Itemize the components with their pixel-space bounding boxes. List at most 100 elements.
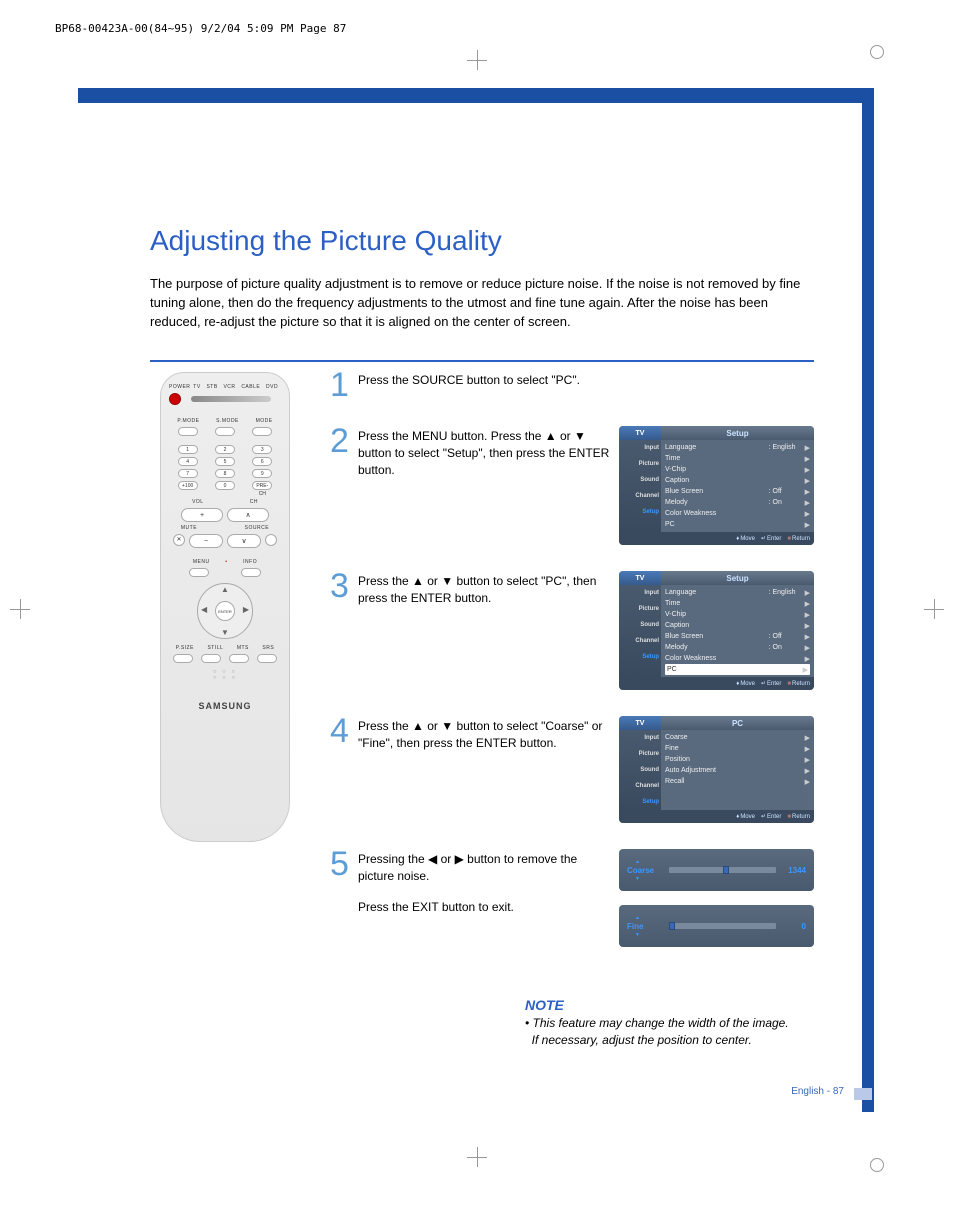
slider-track[interactable] xyxy=(669,923,776,929)
step-1: 1Press the SOURCE button to select "PC". xyxy=(330,362,814,419)
step-number: 5 xyxy=(330,849,358,961)
num-5-button[interactable]: 5 xyxy=(215,457,235,466)
source-button[interactable] xyxy=(265,534,277,546)
osd-sidebar-setup: Setup xyxy=(619,794,661,810)
num-+100-button[interactable]: +100 xyxy=(178,481,198,490)
osd-screen: TVSetupInputPictureSoundChannelSetupLang… xyxy=(619,426,814,545)
num-4-button[interactable]: 4 xyxy=(178,457,198,466)
power-button[interactable] xyxy=(169,393,181,405)
mts-button[interactable] xyxy=(229,654,249,663)
osd-sidebar-input: Input xyxy=(619,440,661,456)
osd-item: Melody: On▶ xyxy=(665,497,810,508)
osd-item: Caption▶ xyxy=(665,620,810,631)
num-9-button[interactable]: 9 xyxy=(252,469,272,478)
steps-area: POWERTVSTBVCRCABLEDVD P.MODES.MODEMODE 1… xyxy=(150,362,814,1049)
osd-tv-tab: TV xyxy=(619,716,661,730)
slider-thumb[interactable] xyxy=(723,866,729,874)
ch-down-button[interactable]: ∨ xyxy=(227,534,261,548)
page-number: English - 87 xyxy=(791,1086,844,1097)
osd-item: V-Chip▶ xyxy=(665,464,810,475)
osd-column: Coarse1344 Fine 0 xyxy=(619,849,814,961)
step-exit-text: Press the EXIT button to exit. xyxy=(358,899,611,916)
osd-item: Coarse▶ xyxy=(665,732,810,743)
psize-button[interactable] xyxy=(173,654,193,663)
step-text: Pressing the ◀ or ▶ button to remove the… xyxy=(358,849,619,961)
pmode-button[interactable] xyxy=(178,427,198,436)
page-title: Adjusting the Picture Quality xyxy=(150,225,814,257)
step-text: Press the ▲ or ▼ button to select "PC", … xyxy=(358,571,619,690)
num-0-button[interactable]: 0 xyxy=(215,481,235,490)
osd-item: Caption▶ xyxy=(665,475,810,486)
note-area: NOTE • This feature may change the width… xyxy=(330,997,814,1049)
side-bar xyxy=(862,88,874,1112)
smode-button[interactable] xyxy=(215,427,235,436)
osd-footer: ♦Move↵Enter■Return xyxy=(619,677,814,690)
mode-strip[interactable] xyxy=(191,396,271,402)
step-3: 3Press the ▲ or ▼ button to select "PC",… xyxy=(330,563,814,708)
osd-sidebar-channel: Channel xyxy=(619,488,661,504)
srs-button[interactable] xyxy=(257,654,277,663)
menu-button[interactable] xyxy=(189,568,209,577)
slider-track[interactable] xyxy=(669,867,776,873)
num-8-button[interactable]: 8 xyxy=(215,469,235,478)
step-number: 3 xyxy=(330,571,358,690)
osd-sidebar-sound: Sound xyxy=(619,617,661,633)
slider-thumb[interactable] xyxy=(669,922,675,930)
step-text: Press the ▲ or ▼ button to select "Coars… xyxy=(358,716,619,823)
osd-sidebar-input: Input xyxy=(619,730,661,746)
print-header: BP68-00423A-00(84~95) 9/2/04 5:09 PM Pag… xyxy=(55,22,346,35)
registration-mark xyxy=(870,45,884,59)
osd-sidebar-input: Input xyxy=(619,585,661,601)
note-title: NOTE xyxy=(525,997,814,1013)
step-number: 1 xyxy=(330,370,358,401)
remote-column: POWERTVSTBVCRCABLEDVD P.MODES.MODEMODE 1… xyxy=(150,362,330,1049)
osd-title: Setup xyxy=(661,571,814,585)
step-number: 4 xyxy=(330,716,358,823)
osd-title: Setup xyxy=(661,426,814,440)
mute-button[interactable]: ✕ xyxy=(173,534,185,546)
header-bar xyxy=(78,88,874,103)
power-label: POWER xyxy=(169,384,190,390)
osd-sidebar-channel: Channel xyxy=(619,778,661,794)
osd-item: Time▶ xyxy=(665,453,810,464)
osd-tv-tab: TV xyxy=(619,571,661,585)
slider-coarse: Coarse1344 xyxy=(619,849,814,891)
osd-column: TVSetupInputPictureSoundChannelSetupLang… xyxy=(619,571,814,690)
osd-column: TVSetupInputPictureSoundChannelSetupLang… xyxy=(619,426,814,545)
osd-item: Color Weakness▶ xyxy=(665,653,810,664)
osd-column: TVPCInputPictureSoundChannelSetupCoarse▶… xyxy=(619,716,814,823)
crop-mark xyxy=(10,599,30,619)
num-7-button[interactable]: 7 xyxy=(178,469,198,478)
osd-column xyxy=(619,370,814,401)
mode-button[interactable] xyxy=(252,427,272,436)
num-1-button[interactable]: 1 xyxy=(178,445,198,454)
osd-screen: TVPCInputPictureSoundChannelSetupCoarse▶… xyxy=(619,716,814,823)
osd-item: Blue Screen: Off▶ xyxy=(665,486,810,497)
ch-up-button[interactable]: ∧ xyxy=(227,508,269,522)
osd-footer: ♦Move↵Enter■Return xyxy=(619,810,814,823)
num-2-button[interactable]: 2 xyxy=(215,445,235,454)
step-2: 2Press the MENU button. Press the ▲ or ▼… xyxy=(330,418,814,563)
osd-item: Language: English▶ xyxy=(665,587,810,598)
step-4: 4Press the ▲ or ▼ button to select "Coar… xyxy=(330,708,814,841)
enter-button[interactable]: ENTER xyxy=(215,601,235,621)
osd-item: Blue Screen: Off▶ xyxy=(665,631,810,642)
slider-label: Coarse xyxy=(627,866,665,875)
num-PRE-CH-button[interactable]: PRE-CH xyxy=(252,481,272,490)
content-area: Adjusting the Picture Quality The purpos… xyxy=(150,225,814,1049)
still-button[interactable] xyxy=(201,654,221,663)
osd-item: Melody: On▶ xyxy=(665,642,810,653)
slider-value: 0 xyxy=(780,922,806,931)
osd-sidebar-sound: Sound xyxy=(619,762,661,778)
osd-sidebar-picture: Picture xyxy=(619,746,661,762)
num-3-button[interactable]: 3 xyxy=(252,445,272,454)
dpad[interactable]: ▲▼◀▶ ENTER xyxy=(197,583,253,639)
info-button[interactable] xyxy=(241,568,261,577)
osd-item: PC▶ xyxy=(665,519,810,530)
vol-down-button[interactable]: − xyxy=(189,534,223,548)
vol-up-button[interactable]: + xyxy=(181,508,223,522)
osd-item: Position▶ xyxy=(665,754,810,765)
step-5: 5Pressing the ◀ or ▶ button to remove th… xyxy=(330,841,814,979)
num-6-button[interactable]: 6 xyxy=(252,457,272,466)
slider-label: Fine xyxy=(627,922,665,931)
